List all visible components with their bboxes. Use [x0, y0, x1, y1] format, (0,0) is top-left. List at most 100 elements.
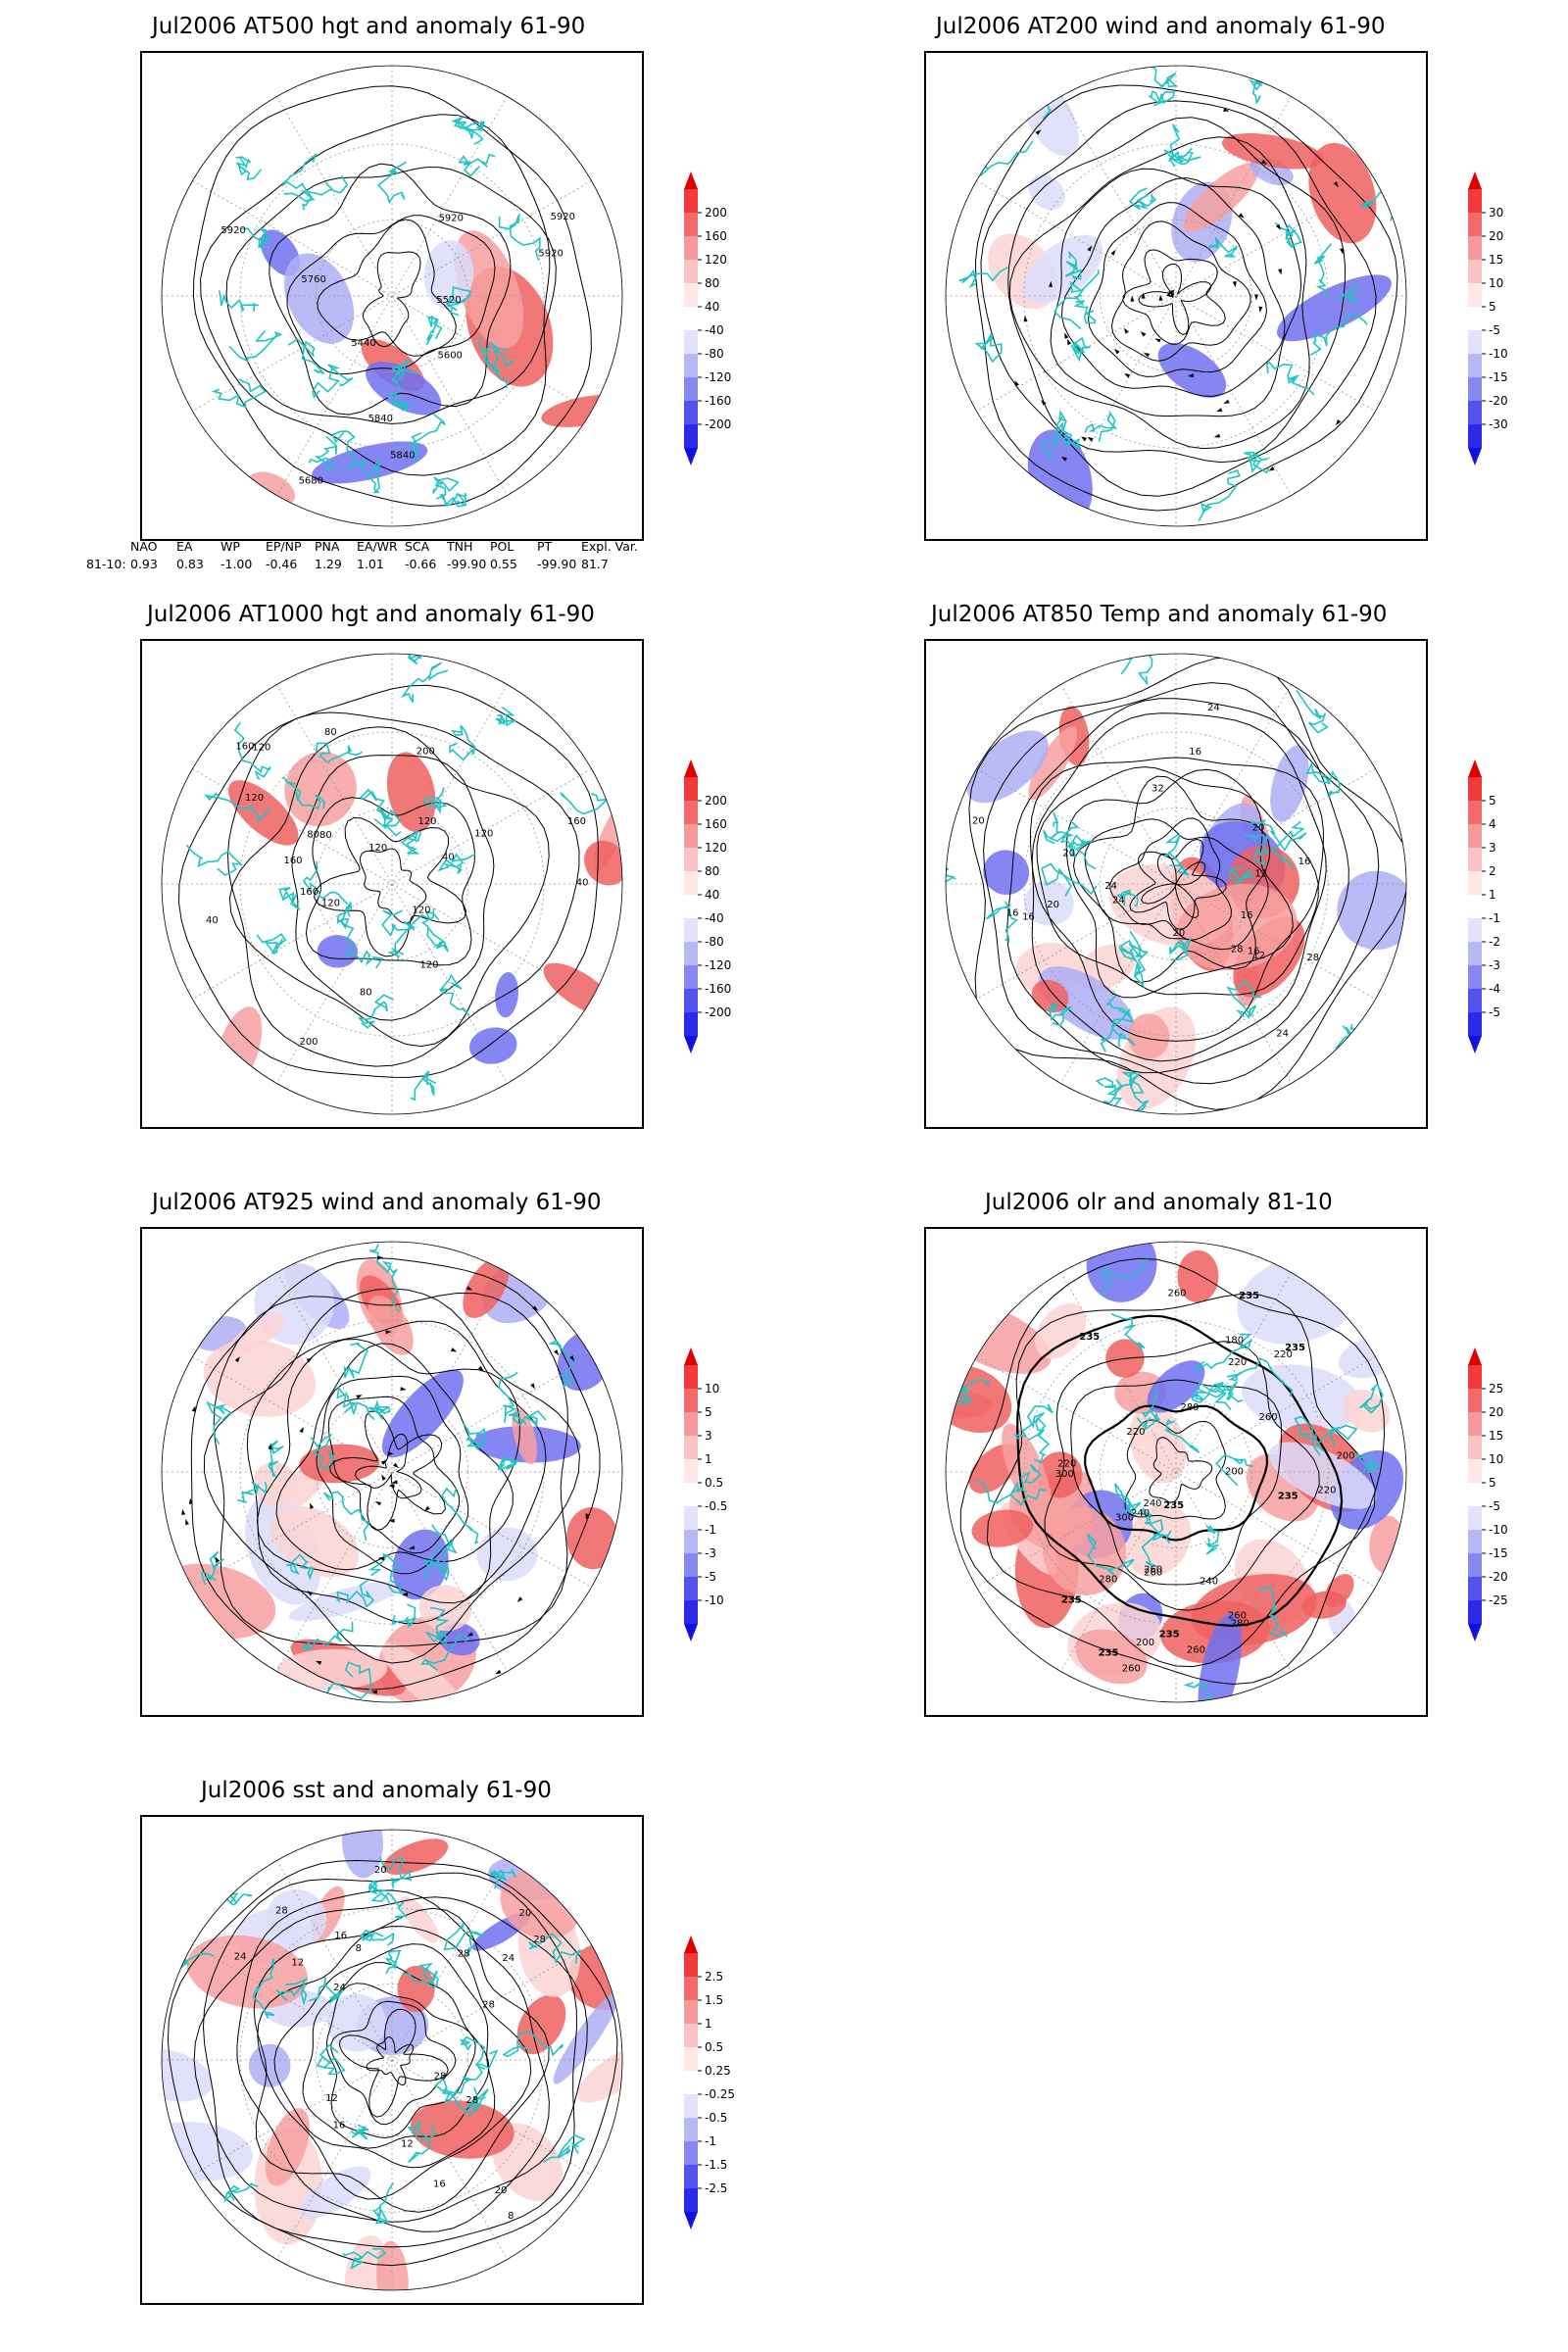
- anomaly-negative: [1147, 1360, 1205, 1413]
- contour-label: 160: [567, 816, 586, 827]
- anomaly-negative: [476, 1527, 538, 1582]
- contour-label: 5920: [220, 225, 245, 236]
- contour-label: 16: [1248, 947, 1260, 957]
- colorbar-label: 15: [1489, 253, 1503, 267]
- wind-arrow: [1223, 107, 1230, 112]
- anomaly-positive: [577, 2047, 622, 2103]
- contour-label: 160: [300, 887, 318, 898]
- coastline: [368, 1880, 386, 1895]
- meridian-line: [192, 1944, 592, 2176]
- contour-line: [1016, 1314, 1344, 1628]
- meridian-line: [1060, 1272, 1292, 1672]
- anomaly-negative: [1023, 880, 1074, 926]
- contour-line: [1124, 1419, 1226, 1520]
- contour-label: 120: [245, 793, 264, 804]
- colorbar-label: 40: [705, 300, 719, 314]
- coastline: [1043, 829, 1088, 851]
- coastline: [1084, 412, 1118, 442]
- contour-label: 200: [1136, 1638, 1154, 1648]
- colorbar-label: -5: [1489, 1499, 1500, 1513]
- contour-label: 28: [458, 1949, 470, 1960]
- colorbar-swatch: [1468, 260, 1482, 283]
- wind-arrow: [393, 1462, 399, 1468]
- coastline: [495, 707, 516, 727]
- wind-arrow: [466, 1632, 473, 1637]
- coastline: [228, 330, 283, 363]
- colorbar-swatch: [684, 918, 698, 942]
- contour-line: [1050, 168, 1302, 417]
- colorbar-label: -1: [705, 1523, 716, 1537]
- contour-label: 200: [299, 1037, 318, 1048]
- colorbar-label: 15: [1489, 1429, 1503, 1443]
- tele-header: TNH: [447, 539, 473, 554]
- colorbar-label: 10: [1489, 276, 1503, 290]
- contour-label: 235: [1239, 1291, 1259, 1301]
- meridian-line: [192, 180, 592, 412]
- coastline: [312, 364, 354, 399]
- wind-arrow: [516, 1596, 523, 1602]
- tele-value: 1.29: [315, 557, 342, 571]
- colorbar-label: 1.5: [705, 1993, 723, 2007]
- colorbar-label: -120: [705, 958, 731, 972]
- contour-label: 40: [576, 878, 589, 889]
- anomaly-negative: [423, 240, 474, 310]
- colorbar-swatch: [1468, 777, 1482, 801]
- wind-arrow: [234, 1356, 240, 1363]
- panel-title: Jul2006 olr and anomaly 81-10: [985, 1190, 1333, 1215]
- coastline: [252, 1958, 275, 2019]
- panel-title: Jul2006 AT500 hgt and anomaly 61-90: [152, 14, 586, 39]
- wind-arrow: [402, 1592, 409, 1596]
- colorbar-swatch: [684, 1412, 698, 1436]
- contour-line: [314, 816, 467, 957]
- wind-arrow: [1268, 466, 1275, 471]
- contour-label: 80: [319, 830, 332, 841]
- contour-line: [1060, 176, 1286, 397]
- contour-label: 24: [1207, 703, 1220, 713]
- latitude-circle: [1100, 220, 1252, 372]
- colorbar-swatch: [1468, 871, 1482, 895]
- colorbar-swatch: [684, 401, 698, 424]
- contour-label: 24: [234, 1951, 247, 1962]
- contour-label: 235: [1163, 1500, 1184, 1511]
- map-disc: [162, 1242, 622, 1702]
- contour-label: 40: [206, 915, 219, 926]
- wind-arrow: [1232, 280, 1237, 288]
- coastline: [1244, 451, 1270, 474]
- colorbar-swatch: [1468, 377, 1482, 401]
- contour-line: [192, 85, 592, 507]
- contour-line: [1141, 853, 1206, 919]
- contour-label: 16: [334, 1931, 347, 1941]
- meridian-line: [976, 1356, 1376, 1588]
- coastline: [438, 973, 469, 1016]
- panel-title: Jul2006 AT1000 hgt and anomaly 61-90: [147, 602, 595, 627]
- contour-label: 5840: [368, 414, 393, 424]
- colorbar-label: -5: [1489, 1005, 1500, 1019]
- coastline: [1086, 1533, 1135, 1577]
- colorbar-label: 200: [705, 206, 727, 220]
- contour-label: 235: [1061, 1594, 1082, 1605]
- coastline: [308, 1976, 345, 2004]
- meridian-line: [276, 1860, 508, 2260]
- coastline: [958, 267, 1008, 289]
- anomaly-positive: [1183, 162, 1259, 232]
- wind-arrow: [450, 1348, 458, 1352]
- colorbar-swatch: [684, 1436, 698, 1459]
- coastline: [336, 1580, 375, 1608]
- wind-arrow: [530, 1383, 535, 1390]
- colorbar: 2.5 1.5 1 0.5 0.25 -0.25 -0.5 -1 -1.5 -2.5: [676, 1936, 755, 2230]
- coastline: [323, 1491, 371, 1542]
- anomaly-negative: [366, 361, 442, 416]
- contour-label: 80: [324, 727, 337, 738]
- coastline: [528, 1933, 582, 1964]
- wind-arrow: [1143, 352, 1151, 358]
- wind-arrow: [1060, 456, 1068, 462]
- wind-arrow: [377, 1556, 385, 1561]
- anomaly-negative: [966, 730, 1049, 804]
- contour-line: [193, 1896, 588, 2223]
- colorbar-swatch: [684, 895, 698, 918]
- colorbar-swatch: [1468, 989, 1482, 1012]
- coastline: [310, 1433, 336, 1470]
- wind-arrow: [1335, 419, 1342, 425]
- meridian-line: [192, 768, 592, 1000]
- coastline: [1223, 1381, 1244, 1402]
